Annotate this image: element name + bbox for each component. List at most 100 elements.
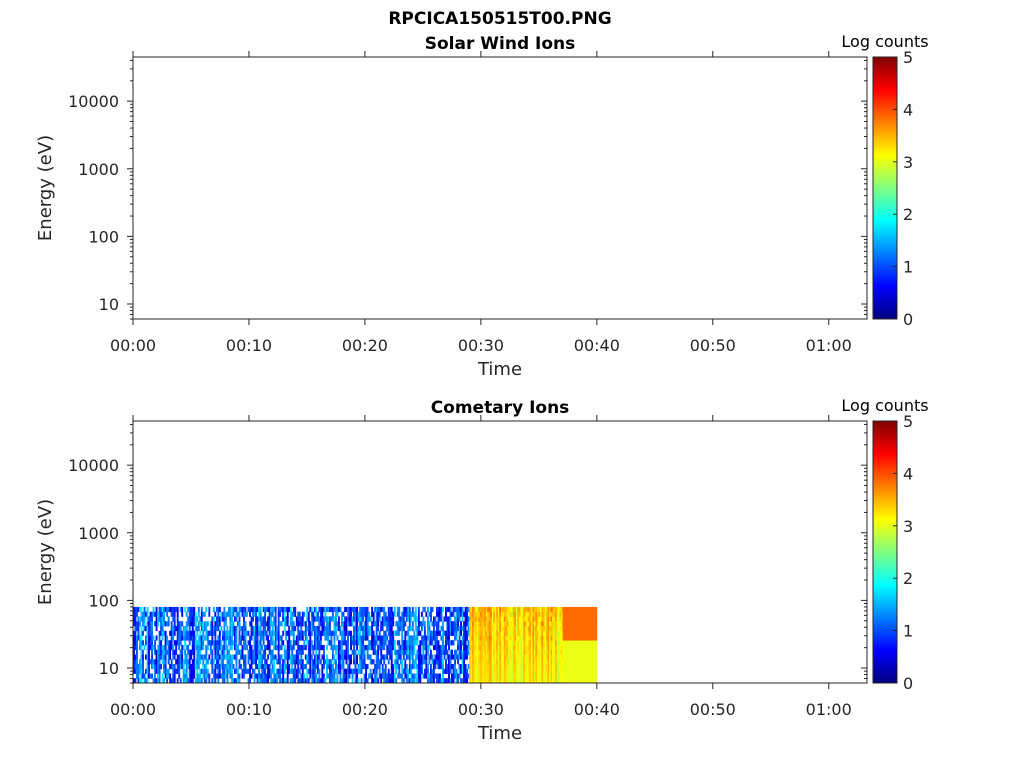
spectrogram-cell	[149, 611, 152, 617]
spectrogram-cell	[161, 654, 164, 660]
spectrogram-cell	[146, 616, 149, 622]
spectrogram-cell	[437, 649, 440, 655]
spectrogram-cell	[529, 621, 532, 627]
spectrogram-cell	[344, 673, 346, 679]
spectrogram-cell	[362, 644, 365, 651]
spectrogram-cell	[253, 654, 256, 660]
spectrogram-cell	[321, 616, 324, 622]
spectrogram-cell	[230, 621, 233, 627]
spectrogram-cell	[439, 606, 441, 613]
spectrogram-cell	[470, 678, 473, 684]
spectrogram-cell	[197, 649, 200, 655]
spectrogram-cell	[149, 616, 152, 622]
spectrogram-cell	[226, 630, 229, 636]
spectrogram-cell	[345, 640, 348, 646]
spectrogram-cell	[582, 635, 585, 641]
spectrogram-cell	[184, 673, 187, 679]
spectrogram-cell	[502, 654, 505, 660]
spectrogram-cell	[567, 611, 570, 617]
spectrogram-cell	[398, 654, 401, 660]
spectrogram-cell	[356, 644, 359, 651]
spectrogram-cell	[585, 611, 588, 617]
spectrogram-cell	[387, 644, 390, 651]
spectrogram-cell	[273, 663, 276, 670]
spectrogram-cell	[544, 668, 547, 674]
spectrogram-cell	[354, 606, 357, 613]
spectrogram-cell	[384, 616, 387, 622]
spectrogram-cell	[482, 644, 485, 651]
spectrogram-cell	[526, 625, 529, 632]
spectrogram-cell	[304, 621, 307, 627]
spectrogram-cell	[460, 654, 463, 660]
spectrogram-cell	[490, 673, 493, 679]
spectrogram-cell	[173, 668, 176, 674]
spectrogram-cell	[585, 616, 588, 622]
spectrogram-cell	[347, 606, 349, 613]
spectrogram-cell	[369, 668, 372, 674]
spectrogram-cell	[344, 654, 346, 660]
spectrogram-cell	[258, 673, 261, 679]
spectrogram-cell	[472, 649, 475, 655]
spectrogram-cell	[479, 640, 482, 646]
spectrogram-cell	[582, 678, 585, 684]
spectrogram-cell	[577, 663, 580, 670]
spectrogram-cell	[256, 621, 259, 627]
spectrogram-cell	[190, 668, 193, 674]
spectrogram-cell	[362, 625, 365, 632]
spectrogram-cell	[541, 678, 544, 684]
spectrogram-cell	[432, 635, 435, 641]
spectrogram-cell	[511, 668, 514, 674]
colorbar	[872, 420, 898, 684]
spectrogram-cell	[377, 635, 380, 641]
spectrogram-cell	[316, 611, 319, 617]
spectrogram-cell	[393, 606, 396, 613]
spectrogram-cell	[417, 678, 420, 684]
spectrogram-cell	[411, 654, 414, 660]
spectrogram-cell	[570, 678, 573, 684]
spectrogram-cell	[463, 644, 466, 651]
spectrogram-cell	[325, 644, 328, 651]
spectrogram-cell	[301, 621, 304, 627]
spectrogram-cell	[470, 640, 473, 646]
spectrogram-cell	[354, 649, 357, 655]
spectrogram-cell	[176, 640, 179, 646]
spectrogram-cell	[351, 668, 354, 674]
spectrogram-cell	[540, 621, 542, 627]
spectrogram-cell	[182, 635, 185, 641]
spectrogram-cell	[524, 606, 527, 613]
spectrogram-cell	[142, 621, 144, 627]
spectrogram-cell	[338, 659, 340, 665]
spectrogram-cell	[520, 635, 523, 641]
spectrogram-cell	[133, 640, 135, 646]
spectrogram-cell	[339, 654, 342, 660]
spectrogram-cell	[439, 616, 441, 622]
spectrogram-cell	[506, 630, 509, 636]
spectrogram-cell	[541, 630, 544, 636]
spectrogram-cell	[197, 654, 200, 660]
spectrogram-cell	[488, 630, 491, 636]
spectrogram-cell	[217, 611, 220, 617]
spectrogram-cell	[479, 649, 482, 655]
spectrogram-cell	[146, 621, 149, 627]
spectrogram-cell	[512, 630, 515, 636]
spectrogram-cell	[271, 668, 274, 674]
spectrogram-cell	[405, 673, 408, 679]
spectrogram-cell	[212, 640, 215, 646]
spectrogram-cell	[136, 668, 138, 674]
spectrogram-cell	[524, 663, 527, 670]
spectrogram-cell	[157, 644, 160, 651]
spectrogram-cell	[582, 630, 585, 636]
spectrogram-cell	[532, 640, 535, 646]
spectrogram-cell	[161, 659, 164, 665]
spectrogram-cell	[423, 625, 426, 632]
spectrogram-cell	[154, 678, 157, 684]
spectrogram-cell	[484, 668, 487, 674]
spectrogram-cell	[344, 621, 346, 627]
spectrogram-cell	[488, 606, 491, 613]
spectrogram-cell	[347, 621, 349, 627]
spectrogram-cell	[583, 625, 586, 632]
spectrogram-cell	[555, 640, 557, 646]
spectrogram-cell	[387, 606, 390, 613]
spectrogram-cell	[319, 616, 322, 622]
spectrogram-cell	[319, 635, 322, 641]
